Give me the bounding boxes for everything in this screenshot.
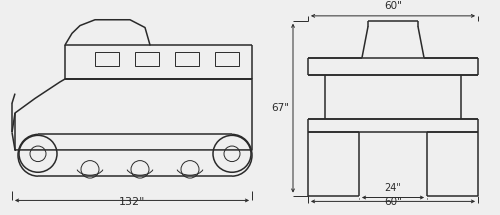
Bar (135, 52, 159, 66)
Text: 24": 24" (384, 183, 402, 193)
Bar (95, 52, 119, 66)
Bar (175, 52, 199, 66)
Text: 60": 60" (384, 197, 402, 207)
Text: 60": 60" (384, 1, 402, 11)
Text: 67": 67" (271, 103, 289, 113)
Bar (215, 52, 239, 66)
Text: 132": 132" (119, 197, 145, 207)
